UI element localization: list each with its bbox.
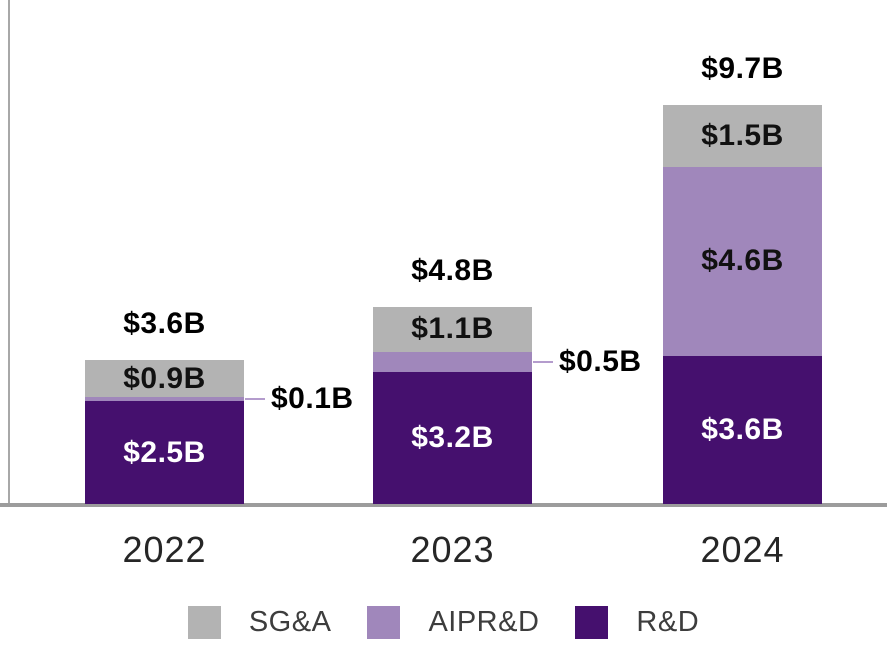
legend-label: R&D bbox=[636, 606, 700, 638]
segment-value-label: $1.5B bbox=[701, 118, 784, 152]
segment-value-label-outside: $0.1B bbox=[271, 382, 354, 416]
bar-segment-aipr-d-2024: $4.6B bbox=[663, 166, 822, 356]
x-axis-label-2024: 2024 bbox=[700, 529, 785, 570]
legend-swatch bbox=[575, 606, 609, 639]
bar-segment-r-d-2022: $2.5B bbox=[85, 401, 244, 504]
segment-value-label: $3.6B bbox=[701, 412, 784, 446]
legend-swatch bbox=[367, 606, 401, 639]
bar-segment-r-d-2023: $3.2B bbox=[373, 372, 532, 504]
bar-segment-aipr-d-2023 bbox=[373, 351, 532, 373]
bar-segment-sg-a-2022: $0.9B bbox=[85, 360, 244, 398]
x-axis-line bbox=[0, 503, 887, 507]
legend-swatch bbox=[187, 606, 221, 639]
x-axis-label-2023: 2023 bbox=[410, 529, 495, 570]
bar-segment-sg-a-2024: $1.5B bbox=[663, 105, 822, 167]
legend-item-sg-a: SG&A bbox=[187, 606, 332, 639]
segment-value-label: $1.1B bbox=[411, 312, 494, 346]
label-leader-line bbox=[533, 361, 553, 364]
bar-segment-aipr-d-2022 bbox=[85, 397, 244, 402]
bar-segment-sg-a-2023: $1.1B bbox=[373, 306, 532, 352]
y-axis-line bbox=[8, 0, 10, 504]
segment-value-label: $2.5B bbox=[123, 435, 206, 469]
segment-value-label-outside: $0.5B bbox=[559, 345, 642, 379]
label-leader-line bbox=[245, 398, 265, 401]
x-axis-label-2022: 2022 bbox=[122, 529, 207, 570]
segment-value-label: $4.6B bbox=[701, 244, 784, 278]
bar-total-label: $4.8B bbox=[411, 253, 494, 287]
chart-legend: SG&A AIPR&D R&D bbox=[0, 606, 887, 639]
segment-value-label: $0.9B bbox=[123, 361, 206, 395]
legend-label: AIPR&D bbox=[428, 606, 540, 638]
legend-label: SG&A bbox=[248, 606, 332, 638]
legend-item-aipr-d: AIPR&D bbox=[367, 606, 539, 639]
bar-total-label: $3.6B bbox=[123, 307, 206, 341]
legend-item-r-d: R&D bbox=[575, 606, 699, 639]
segment-value-label: $3.2B bbox=[411, 421, 494, 455]
bar-total-label: $9.7B bbox=[701, 52, 784, 85]
bar-segment-r-d-2024: $3.6B bbox=[663, 355, 822, 504]
